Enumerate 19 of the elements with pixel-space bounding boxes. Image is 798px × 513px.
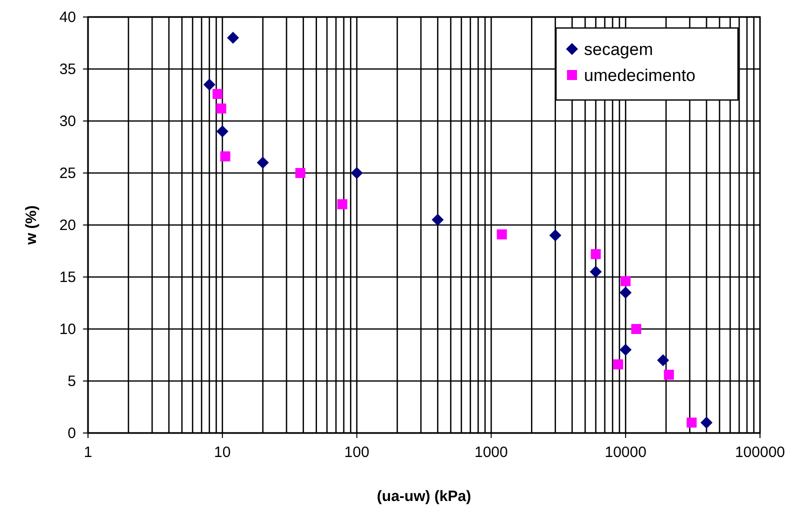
y-tick-label: 5: [68, 373, 76, 390]
legend-label: umedecimento: [584, 66, 696, 85]
y-tick-label: 30: [59, 113, 76, 130]
y-tick-label: 20: [59, 217, 76, 234]
y-tick-label: 10: [59, 321, 76, 338]
y-tick-label: 25: [59, 165, 76, 182]
x-tick-label: 10000: [604, 444, 646, 461]
x-axis-title: (ua-uw) (kPa): [376, 488, 472, 505]
legend-label: secagem: [584, 40, 653, 59]
y-tick-label: 40: [59, 9, 76, 26]
y-tick-label: 0: [68, 425, 76, 442]
x-tick-label: 100: [344, 444, 370, 461]
x-tick-label: 1: [84, 444, 92, 461]
y-axis-title: w (%): [23, 205, 40, 246]
x-tick-label: 1000: [474, 444, 508, 461]
y-tick-label: 35: [59, 61, 76, 78]
x-tick-label: 10: [214, 444, 231, 461]
x-tick-label: 100000: [734, 444, 786, 461]
y-tick-label: 15: [59, 269, 76, 286]
